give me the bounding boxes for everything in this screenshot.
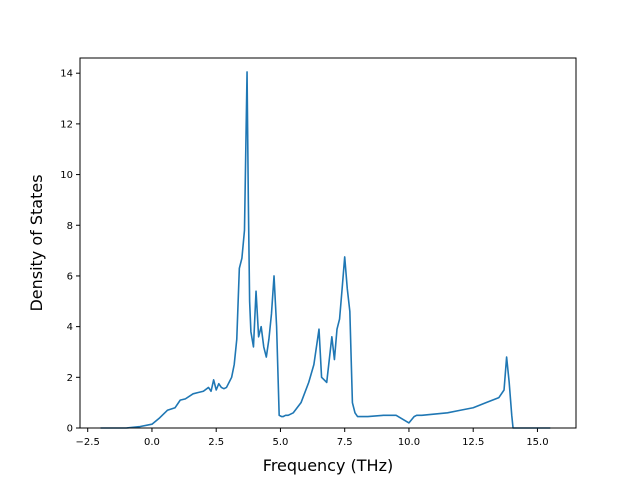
x-tick-label: 5.0 (273, 437, 289, 448)
x-tick-label: −2.5 (76, 437, 100, 448)
y-axis-label: Density of States (27, 174, 46, 311)
x-tick-label: 7.5 (337, 437, 353, 448)
y-tick-label: 0 (67, 424, 73, 435)
y-tick-label: 4 (67, 322, 73, 333)
x-tick-label: 2.5 (208, 437, 224, 448)
axes-frame (79, 57, 577, 429)
y-tick-label: 6 (67, 271, 73, 282)
series-line (100, 71, 551, 429)
x-axis-ticks: −2.5 0.0 2.5 5.0 7.5 10.0 12.5 15.0 (76, 428, 549, 448)
y-tick-label: 8 (67, 221, 73, 232)
y-tick-label: 10 (60, 170, 73, 181)
x-tick-label: 12.5 (462, 437, 484, 448)
y-tick-label: 14 (60, 69, 73, 80)
x-tick-label: 10.0 (398, 437, 420, 448)
x-tick-label: 15.0 (526, 437, 548, 448)
x-tick-label: 0.0 (144, 437, 160, 448)
y-tick-label: 2 (67, 373, 73, 384)
y-tick-label: 12 (60, 119, 73, 130)
x-axis-label: Frequency (THz) (263, 456, 393, 475)
y-axis-ticks: 0 2 4 6 8 10 12 14 (60, 69, 80, 435)
